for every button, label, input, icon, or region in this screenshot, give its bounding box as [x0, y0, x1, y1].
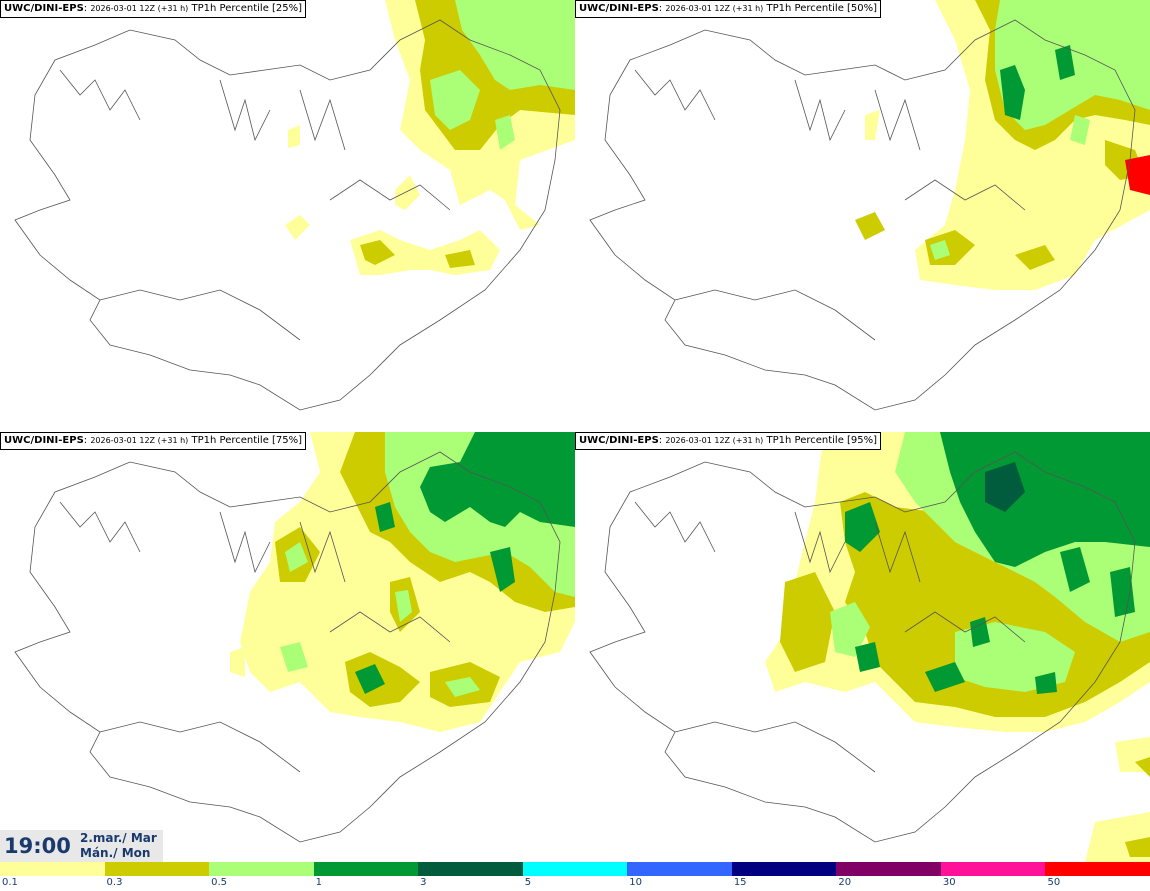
colorbar-tick-label: 15	[733, 877, 747, 888]
coastline-outline	[589, 451, 1136, 843]
colorbar-swatch	[1045, 862, 1150, 876]
product-name: TP1h Percentile [25%]	[191, 3, 303, 14]
map-panel-p50: UWC/DINI-EPS: 2026-03-01 12Z (+31 h) TP1…	[575, 0, 1150, 430]
colorbar-ticks: 0.1 0.3 0.5 1 3 5 10 15 20 30 50	[0, 876, 1150, 891]
precip-map-p95	[589, 432, 1150, 862]
panel-title: UWC/DINI-EPS: 2026-03-01 12Z (+31 h) TP1…	[575, 432, 882, 450]
model-name: UWC/DINI-EPS	[579, 435, 659, 446]
colorbar-swatch	[522, 862, 628, 876]
coastline-outline	[14, 451, 561, 843]
colorbar-swatch	[0, 862, 105, 876]
colorbar-swatch	[627, 862, 732, 876]
product-name: TP1h Percentile [75%]	[191, 435, 303, 446]
colorbar-tick-label: 20	[838, 877, 852, 888]
panel-title: UWC/DINI-EPS: 2026-03-01 12Z (+31 h) TP1…	[0, 432, 307, 450]
colorbar-tick-label: 1	[315, 877, 322, 888]
colorbar-tick-label: 30	[942, 877, 956, 888]
valid-time-box: 19:00 2.mar./ Mar Mán./ Mon	[0, 830, 163, 862]
colorbar-tick-label: 3	[420, 877, 427, 888]
coastline-outline	[589, 19, 1136, 411]
run-info: 2026-03-01 12Z (+31 h)	[90, 4, 189, 13]
run-info: 2026-03-01 12Z (+31 h)	[665, 4, 764, 13]
run-info: 2026-03-01 12Z (+31 h)	[90, 436, 189, 445]
precip-fields	[765, 432, 1150, 862]
model-name: UWC/DINI-EPS	[4, 3, 84, 14]
valid-weekday: Mán./ Mon	[80, 846, 151, 860]
panel-title: UWC/DINI-EPS: 2026-03-01 12Z (+31 h) TP1…	[0, 0, 307, 18]
valid-time: 19:00	[4, 834, 71, 858]
precip-colorbar	[0, 862, 1150, 876]
colorbar-tick-label: 10	[629, 877, 642, 888]
model-name: UWC/DINI-EPS	[579, 3, 659, 14]
precip-map-p25	[14, 0, 575, 411]
colorbar-tick-label: 5	[524, 877, 532, 888]
colorbar-tick-label: 50	[1047, 877, 1061, 888]
valid-date: 2.mar./ Mar	[80, 831, 157, 845]
colorbar-swatch	[209, 862, 314, 876]
precip-map-p50	[589, 0, 1150, 411]
coastline-outline	[14, 19, 561, 411]
precip-map-p75	[14, 432, 575, 843]
product-name: TP1h Percentile [50%]	[766, 3, 878, 14]
colorbar-tick-label: 0.1	[2, 877, 18, 888]
precip-fields	[230, 432, 575, 732]
model-name: UWC/DINI-EPS	[4, 435, 84, 446]
colorbar-swatch	[313, 862, 419, 876]
map-panel-p75: UWC/DINI-EPS: 2026-03-01 12Z (+31 h) TP1…	[0, 432, 575, 862]
panel-title: UWC/DINI-EPS: 2026-03-01 12Z (+31 h) TP1…	[575, 0, 882, 18]
colorbar-swatch	[731, 862, 837, 876]
colorbar-swatch	[940, 862, 1046, 876]
map-panel-p25: UWC/DINI-EPS: 2026-03-01 12Z (+31 h) TP1…	[0, 0, 575, 430]
colorbar-tick-label: 0.5	[211, 877, 227, 888]
precip-fields	[285, 0, 575, 275]
colorbar-swatch	[836, 862, 941, 876]
colorbar-tick-label: 0.3	[106, 877, 123, 888]
product-name: TP1h Percentile [95%]	[766, 435, 878, 446]
colorbar-swatch	[418, 862, 523, 876]
precip-fields	[855, 0, 1150, 290]
map-panel-p95: UWC/DINI-EPS: 2026-03-01 12Z (+31 h) TP1…	[575, 432, 1150, 862]
colorbar-swatch	[104, 862, 210, 876]
run-info: 2026-03-01 12Z (+31 h)	[665, 436, 764, 445]
